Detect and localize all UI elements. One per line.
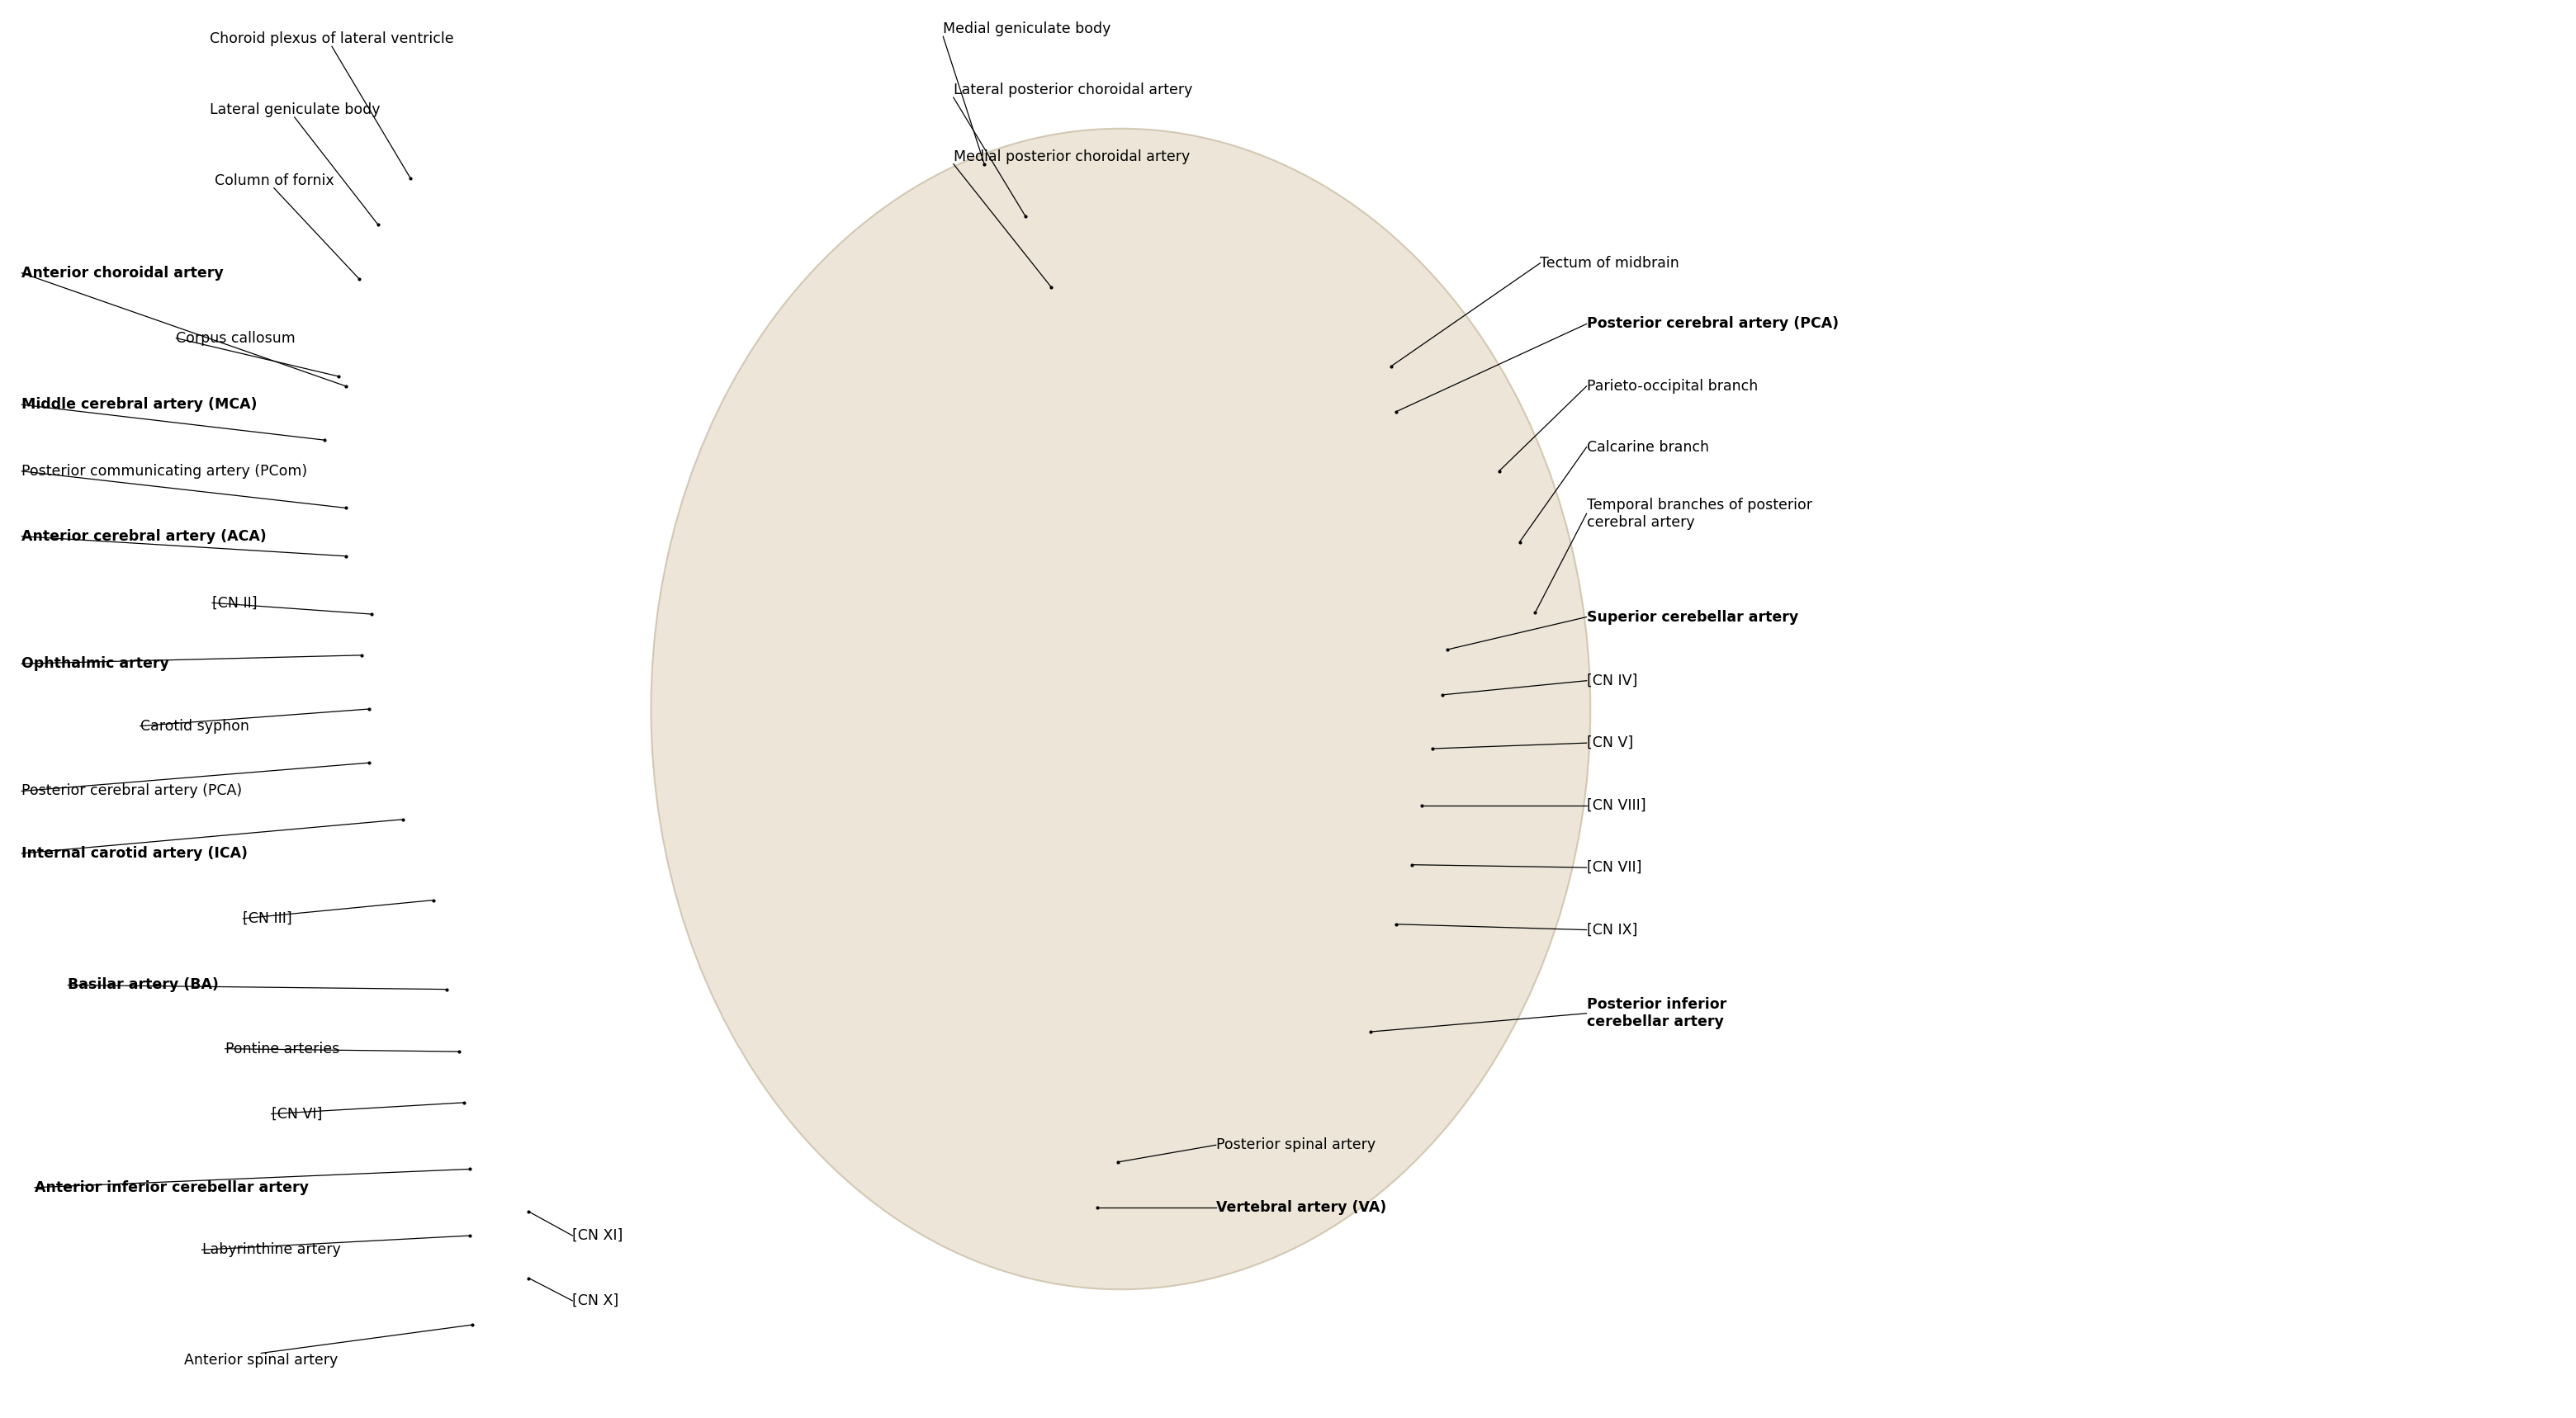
Text: [CN XI]: [CN XI] (572, 1228, 623, 1244)
Text: Labyrinthine artery: Labyrinthine artery (201, 1242, 340, 1258)
Text: Middle cerebral artery (MCA): Middle cerebral artery (MCA) (21, 397, 258, 413)
Text: [CN IV]: [CN IV] (1587, 674, 1638, 688)
Text: Corpus callosum: Corpus callosum (175, 330, 296, 346)
Text: Posterior cerebral artery (PCA): Posterior cerebral artery (PCA) (21, 784, 242, 798)
Text: Temporal branches of posterior
cerebral artery: Temporal branches of posterior cerebral … (1587, 498, 1811, 530)
Text: Vertebral artery (VA): Vertebral artery (VA) (1216, 1200, 1386, 1215)
Text: Lateral geniculate body: Lateral geniculate body (209, 102, 379, 118)
Text: Superior cerebellar artery: Superior cerebellar artery (1587, 610, 1798, 624)
Text: [CN VII]: [CN VII] (1587, 861, 1641, 875)
Text: [CN III]: [CN III] (242, 912, 294, 926)
Text: Ophthalmic artery: Ophthalmic artery (21, 657, 170, 671)
Text: Lateral posterior choroidal artery: Lateral posterior choroidal artery (953, 82, 1193, 98)
Text: Pontine arteries: Pontine arteries (224, 1041, 340, 1056)
Ellipse shape (652, 129, 1589, 1289)
Text: [CN II]: [CN II] (211, 596, 258, 610)
Text: Parieto-occipital branch: Parieto-occipital branch (1587, 379, 1757, 394)
Text: Internal carotid artery (ICA): Internal carotid artery (ICA) (21, 847, 247, 861)
Text: Choroid plexus of lateral ventricle: Choroid plexus of lateral ventricle (209, 31, 453, 47)
Text: [CN VI]: [CN VI] (270, 1106, 322, 1122)
Text: Posterior communicating artery (PCom): Posterior communicating artery (PCom) (21, 464, 307, 479)
Text: Anterior choroidal artery: Anterior choroidal artery (21, 265, 224, 281)
Text: Tectum of midbrain: Tectum of midbrain (1540, 255, 1680, 271)
Text: Medial posterior choroidal artery: Medial posterior choroidal artery (953, 149, 1190, 164)
Text: [CN IX]: [CN IX] (1587, 923, 1638, 937)
Text: Posterior inferior
cerebellar artery: Posterior inferior cerebellar artery (1587, 997, 1726, 1029)
Text: Basilar artery (BA): Basilar artery (BA) (67, 977, 219, 993)
Text: Anterior spinal artery: Anterior spinal artery (185, 1353, 337, 1368)
Text: Medial geniculate body: Medial geniculate body (943, 21, 1110, 37)
Text: [CN V]: [CN V] (1587, 736, 1633, 750)
Text: Anterior inferior cerebellar artery: Anterior inferior cerebellar artery (33, 1180, 309, 1195)
Text: [CN VIII]: [CN VIII] (1587, 798, 1646, 813)
Text: Calcarine branch: Calcarine branch (1587, 440, 1708, 455)
Text: Carotid syphon: Carotid syphon (139, 719, 250, 733)
Text: Anterior cerebral artery (ACA): Anterior cerebral artery (ACA) (21, 529, 268, 543)
Text: Posterior cerebral artery (PCA): Posterior cerebral artery (PCA) (1587, 316, 1839, 332)
Text: Column of fornix: Column of fornix (214, 173, 335, 189)
Text: Posterior spinal artery: Posterior spinal artery (1216, 1137, 1376, 1153)
Text: [CN X]: [CN X] (572, 1293, 618, 1309)
